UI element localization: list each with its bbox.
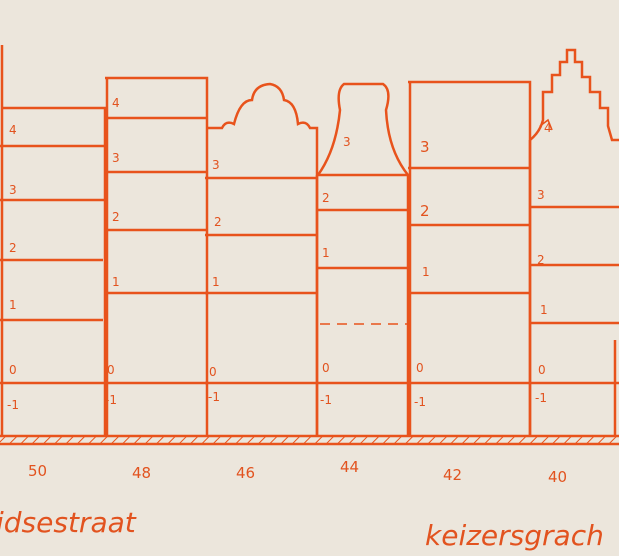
floor-label: 0 xyxy=(416,361,424,375)
street-name: keizersgrach xyxy=(425,519,604,552)
floor-label: 4 xyxy=(9,123,17,137)
house-number: 40 xyxy=(548,468,567,486)
floor-label: 4 xyxy=(112,96,120,110)
house-number: 48 xyxy=(132,464,151,482)
house-44 xyxy=(315,82,411,436)
house-46 xyxy=(205,82,319,436)
floor-label: -1 xyxy=(208,390,220,404)
floor-label: 1 xyxy=(422,265,430,279)
floor-label: 3 xyxy=(9,183,17,197)
house-number: 44 xyxy=(340,458,359,476)
floor-label: 0 xyxy=(9,363,17,377)
house-42 xyxy=(408,80,532,436)
floor-label: 3 xyxy=(537,188,545,202)
house-numbers: 50 48 46 44 42 40 xyxy=(28,458,567,486)
house-number: 50 xyxy=(28,462,47,480)
floor-label: 1 xyxy=(540,303,548,317)
house-48 xyxy=(105,76,209,436)
house-number: 42 xyxy=(443,466,462,484)
street-name: idsestraat xyxy=(0,506,137,539)
floor-label: 3 xyxy=(420,138,430,156)
floor-label: 0 xyxy=(538,363,546,377)
floor-label: 4 xyxy=(544,121,552,135)
floor-label: 1 xyxy=(9,298,17,312)
floor-label: 2 xyxy=(322,191,330,205)
floor-label: 1 xyxy=(212,275,220,289)
floor-label: 0 xyxy=(322,361,330,375)
floor-label: 2 xyxy=(9,241,17,255)
house-number: 46 xyxy=(236,464,255,482)
floor-label: 2 xyxy=(214,215,222,229)
floor-label: -1 xyxy=(414,395,426,409)
floor-label: -1 xyxy=(105,393,117,407)
floor-label: -1 xyxy=(7,398,19,412)
floor-label: 0 xyxy=(209,365,217,379)
floor-labels: 4 3 2 1 0 -1 4 3 2 1 0 -1 3 2 1 0 -1 3 2… xyxy=(7,96,552,412)
floor-label: 3 xyxy=(112,151,120,165)
ground-hatch xyxy=(0,436,619,444)
house-50 xyxy=(0,45,107,436)
floor-label: 3 xyxy=(212,158,220,172)
floor-label: -1 xyxy=(320,393,332,407)
floor-label: -1 xyxy=(535,391,547,405)
floor-label: 0 xyxy=(107,363,115,377)
floor-label: 2 xyxy=(537,253,545,267)
floor-label: 2 xyxy=(112,210,120,224)
floor-label: 1 xyxy=(112,275,120,289)
house-40 xyxy=(528,48,619,436)
floor-label: 1 xyxy=(322,246,330,260)
floor-label: 3 xyxy=(343,135,351,149)
floor-label: 2 xyxy=(420,202,430,220)
